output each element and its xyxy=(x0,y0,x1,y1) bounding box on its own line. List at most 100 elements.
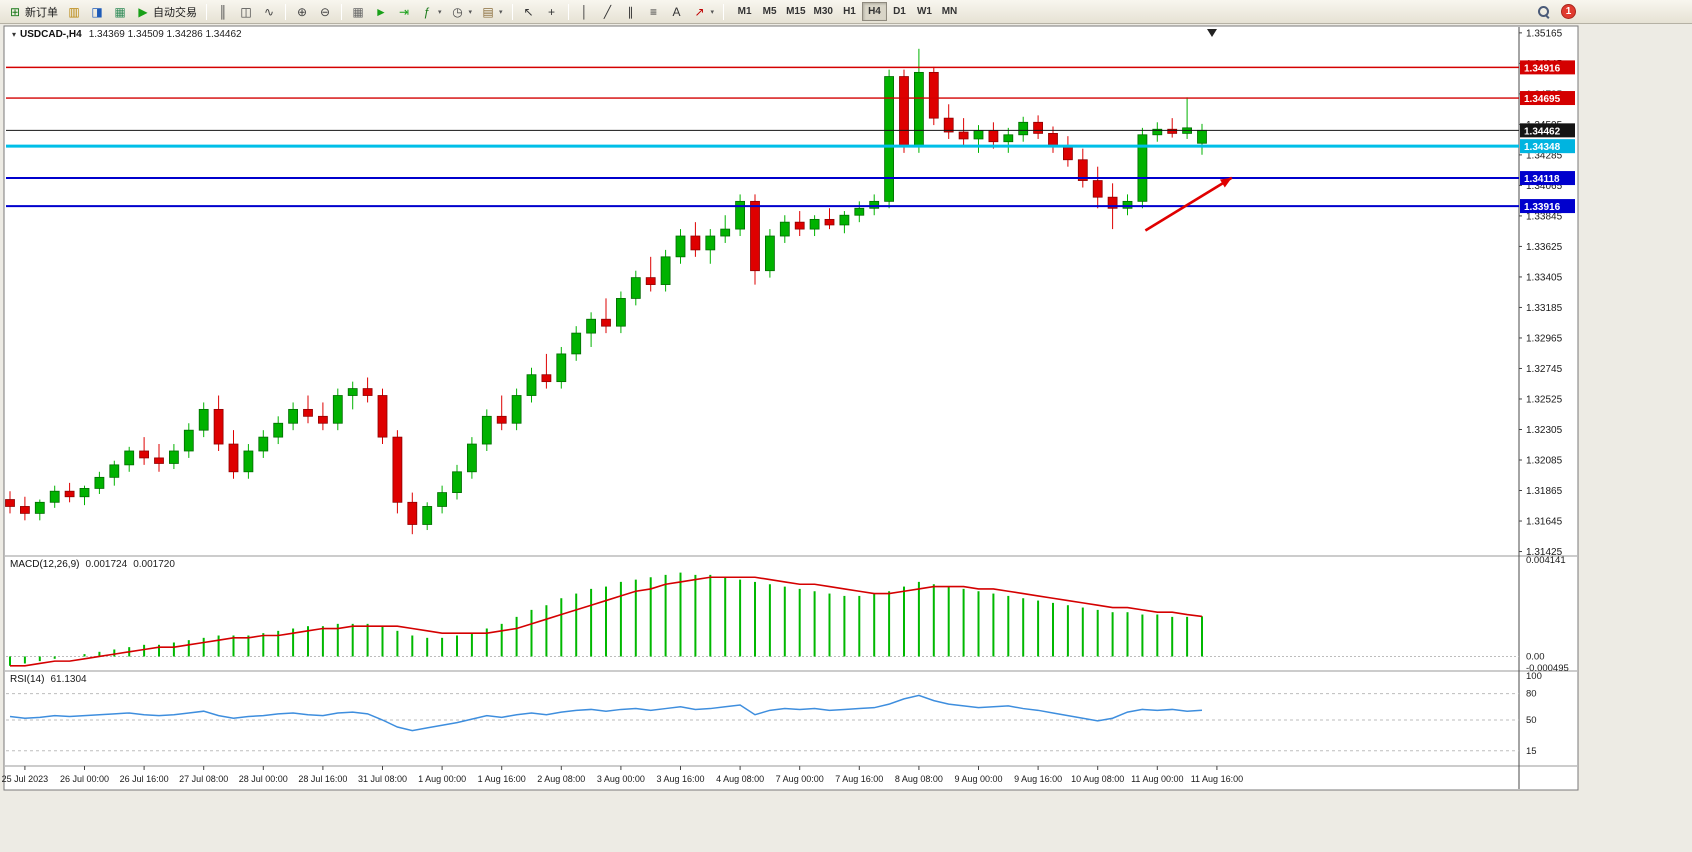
candle-body xyxy=(1077,159,1088,181)
macd-scale-label: 0.004141 xyxy=(1526,555,1566,566)
indicators-icon: ƒ xyxy=(423,4,431,19)
candle-body xyxy=(109,464,120,478)
toolbar-separator xyxy=(341,3,342,20)
macd-signal-value: 0.001720 xyxy=(133,559,175,570)
fibonacci-button[interactable]: ≡ xyxy=(643,2,665,22)
chart-menu-icon[interactable]: ▾ xyxy=(12,30,17,39)
candle-body xyxy=(317,415,328,424)
candle-body xyxy=(5,499,15,507)
timeframe-d1[interactable]: D1 xyxy=(887,2,912,21)
price-axis-label: 1.32745 xyxy=(1526,364,1563,375)
timeframe-h1[interactable]: H1 xyxy=(837,2,862,21)
tile-windows-button[interactable]: ▦ xyxy=(347,2,369,22)
line-chart-button[interactable]: ∿ xyxy=(258,2,280,22)
price-axis-label: 1.35165 xyxy=(1526,28,1563,39)
candle-body xyxy=(601,318,611,327)
trendline-button[interactable]: ╱ xyxy=(597,2,619,22)
price-axis-label: 1.34065 xyxy=(1526,181,1563,192)
navigator-button[interactable]: ◨ xyxy=(86,2,108,22)
candle-body xyxy=(690,235,701,251)
cursor-icon: ↖ xyxy=(523,4,534,19)
auto-scroll-button[interactable]: ► xyxy=(370,2,392,22)
chart-shift-icon: ⇥ xyxy=(398,4,410,19)
candle-body xyxy=(571,332,582,355)
auto-trading-button[interactable]: ▶ 自动交易 xyxy=(132,2,201,22)
new-order-icon: ⊞ xyxy=(9,4,21,19)
zoom-out-button[interactable]: ⊖ xyxy=(314,2,336,22)
candle-body xyxy=(1048,132,1058,147)
new-order-label: 新订单 xyxy=(25,6,58,19)
candlestick-chart-button[interactable]: ◫ xyxy=(235,2,257,22)
timeframe-group: M1 M5 M15 M30 H1 H4 D1 W1 MN xyxy=(732,2,962,21)
macd-main-value: 0.001724 xyxy=(85,559,128,570)
periods-button[interactable]: ◷ ▾ xyxy=(447,2,477,22)
candle-body xyxy=(1092,180,1103,198)
candle-body xyxy=(139,450,150,459)
scroll-end-marker[interactable] xyxy=(1207,29,1217,37)
crosshair-button[interactable]: + xyxy=(541,2,563,22)
trend-arrow[interactable] xyxy=(1144,176,1233,232)
macd-signal-line xyxy=(10,576,1203,667)
timeframe-mn[interactable]: MN xyxy=(937,2,962,21)
new-order-button[interactable]: ⊞ 新订单 xyxy=(4,2,62,22)
candle-body xyxy=(1122,200,1133,209)
toolbar-separator xyxy=(723,3,725,20)
time-axis-label: 9 Aug 16:00 xyxy=(1014,774,1062,784)
candle-body xyxy=(884,76,894,202)
arrows-button[interactable]: ↗ ▾ xyxy=(689,2,719,22)
zoom-in-button[interactable]: ⊕ xyxy=(291,2,313,22)
toolbar-right-group: 1 xyxy=(1533,2,1688,22)
time-axis-label: 3 Aug 00:00 xyxy=(597,774,645,784)
ohlc-values: 1.34369 1.34509 1.34286 1.34462 xyxy=(88,29,242,40)
chart-shift-button[interactable]: ⇥ xyxy=(393,2,415,22)
candle-body xyxy=(452,471,462,493)
timeframe-w1[interactable]: W1 xyxy=(912,2,937,21)
timeframe-m15[interactable]: M15 xyxy=(782,2,809,21)
timeframe-m1[interactable]: M1 xyxy=(732,2,757,21)
price-axis-label: 1.33845 xyxy=(1526,211,1563,222)
templates-button[interactable]: ▤ ▾ xyxy=(477,2,507,22)
candle-body xyxy=(750,200,760,272)
text-icon: A xyxy=(672,4,681,19)
cursor-button[interactable]: ↖ xyxy=(518,2,540,22)
time-axis-label: 28 Jul 00:00 xyxy=(239,774,288,784)
time-axis-label: 9 Aug 00:00 xyxy=(954,774,1002,784)
price-axis-label: 1.33405 xyxy=(1526,272,1563,283)
time-axis-label: 1 Aug 00:00 xyxy=(418,774,466,784)
candle-body xyxy=(303,408,313,417)
price-badge-label: 1.34118 xyxy=(1524,174,1560,185)
zoom-in-icon: ⊕ xyxy=(296,4,308,19)
candle-body xyxy=(809,218,820,230)
price-badge xyxy=(1520,123,1575,138)
symbol-period-label: USDCAD-,H4 xyxy=(20,29,82,40)
price-badge-label: 1.33916 xyxy=(1524,202,1561,213)
candle-body xyxy=(854,207,865,216)
terminal-button[interactable]: ▦ xyxy=(109,2,131,22)
macd-scale-label: -0.000495 xyxy=(1526,663,1569,674)
candle-body xyxy=(928,71,939,119)
timeframe-m5[interactable]: M5 xyxy=(757,2,782,21)
candle-body xyxy=(79,488,90,498)
vertical-line-button[interactable]: │ xyxy=(574,2,596,22)
timeframe-m30[interactable]: M30 xyxy=(810,2,837,21)
candle-body xyxy=(213,408,224,445)
timeframe-h4[interactable]: H4 xyxy=(861,2,887,21)
rsi-scale-label: 50 xyxy=(1526,715,1537,726)
indicators-button[interactable]: ƒ ▾ xyxy=(416,2,446,22)
time-axis-label: 28 Jul 16:00 xyxy=(298,774,347,784)
rsi-value: 61.1304 xyxy=(50,674,87,685)
candle-body xyxy=(645,277,656,285)
candle-body xyxy=(1033,121,1043,134)
search-button[interactable] xyxy=(1533,2,1554,22)
price-badge-label: 1.34916 xyxy=(1524,63,1561,74)
time-axis-label: 31 Jul 08:00 xyxy=(358,774,407,784)
market-watch-button[interactable]: ▥ xyxy=(63,2,85,22)
time-axis-label: 7 Aug 00:00 xyxy=(776,774,824,784)
text-button[interactable]: A xyxy=(666,2,688,22)
candle-body xyxy=(958,131,969,140)
equidistant-channel-button[interactable]: ∥ xyxy=(620,2,642,22)
bar-chart-button[interactable]: ║ xyxy=(212,2,234,22)
notification-badge[interactable]: 1 xyxy=(1561,4,1576,19)
rsi-label: RSI(14) xyxy=(10,674,45,685)
